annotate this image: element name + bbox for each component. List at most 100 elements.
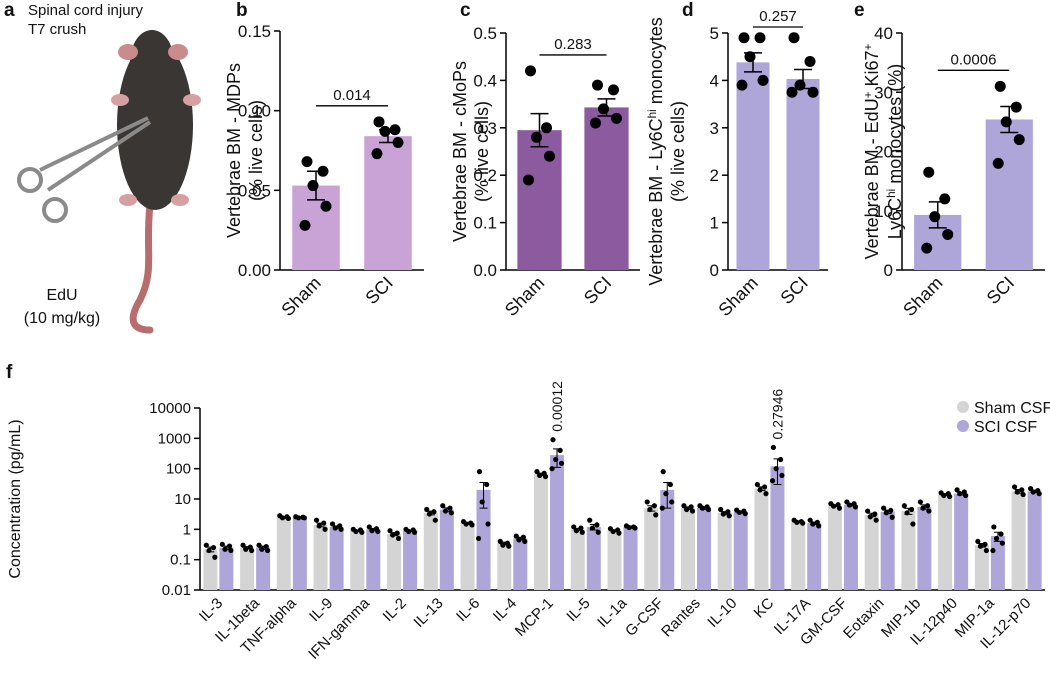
data-point [889,514,895,520]
data-point [210,544,217,551]
y-tick-label: 0.01 [162,582,191,599]
legend-label: Sham CSF [974,400,1050,417]
y-axis-label-part: monocytes [646,17,666,109]
data-point [810,521,816,527]
y-axis-label: Vertebrae BM - Ly6Chi monocytes [646,17,667,286]
data-point [994,80,1006,92]
y-axis-label-part: (% live cells) [246,100,266,201]
data-point [754,32,766,44]
bar [423,512,438,590]
x-tick-label: KC [751,595,778,622]
y-axis-label: (% live cells) [472,101,492,202]
data-point [500,542,506,548]
y-axis-label: Vertebrae BM - MDPs [224,63,244,238]
data-point [726,513,732,519]
data-point [463,521,469,527]
data-point [926,508,932,514]
data-point [908,506,915,513]
bar [717,512,732,590]
bar [570,529,585,590]
data-point [669,499,675,505]
data-point [667,481,673,488]
data-point [589,525,596,531]
x-tick-label: Sham [277,273,324,320]
data-point [788,32,800,44]
data-point [1020,491,1026,498]
data-point [321,520,327,526]
data-point [939,193,951,205]
data-point [295,515,302,521]
bar [276,517,291,590]
data-point [329,521,336,527]
data-point [426,511,433,517]
data-point [497,538,503,545]
y-axis-label-part: Vertebrae BM - EdU [862,98,882,259]
data-point [705,506,712,513]
data-point [763,491,769,497]
data-point [689,508,696,514]
bar [292,517,307,590]
data-point [660,469,666,475]
bar [513,538,528,590]
y-tick-label: 0.15 [238,22,271,41]
y-axis-label-part: hi [885,189,898,198]
data-point [222,546,228,552]
data-point [550,437,556,443]
y-tick-label: 2 [710,166,719,185]
y-axis-label-part: Ly6C [885,198,905,239]
data-point [431,509,437,515]
data-point [590,117,601,129]
data-point [659,505,665,511]
data-point [954,487,960,493]
data-point [684,506,690,513]
x-tick-label: IL-4 [490,595,520,625]
data-point [1019,487,1025,493]
data-point [479,499,485,505]
data-point [534,469,540,475]
data-point [923,166,935,178]
data-point [537,472,543,478]
bar [985,119,1033,270]
data-point [469,522,475,528]
y-axis-label: Concentration (pg/mL) [7,419,24,578]
mouse-illustration [17,30,201,334]
data-point [541,122,552,134]
data-point [440,503,446,509]
bar [880,511,895,590]
data-point [754,481,761,488]
data-point [917,499,923,505]
panel-label: d [682,0,694,21]
data-point [571,524,577,530]
data-point [942,228,954,240]
x-tick-label: G-CSF [622,595,667,640]
y-axis-label-part: monocytes (%) [885,64,905,189]
bar [607,530,622,590]
x-tick-label: IL-13 [410,595,446,631]
x-tick-label: IL-5 [563,595,593,625]
data-point [263,543,269,550]
data-point [1013,134,1025,146]
bar [403,530,418,590]
data-point [448,510,454,516]
data-point [307,180,319,192]
data-point [389,124,401,136]
data-point [873,517,879,523]
y-tick-label: 0.1 [473,214,497,233]
y-tick-label: 1 [183,521,191,538]
bar [917,506,932,590]
legend-swatch [957,401,969,413]
data-point [301,156,313,168]
data-point [525,65,536,77]
data-point [769,478,776,484]
data-point [647,506,653,513]
bar [439,509,454,590]
data-point [259,546,265,552]
data-point [921,242,933,254]
data-point [816,523,822,529]
data-point [219,541,225,547]
data-point [983,547,989,554]
data-point [920,505,926,511]
x-tick-label: IL-6 [453,595,483,625]
p-value: 0.00012 [549,381,565,432]
